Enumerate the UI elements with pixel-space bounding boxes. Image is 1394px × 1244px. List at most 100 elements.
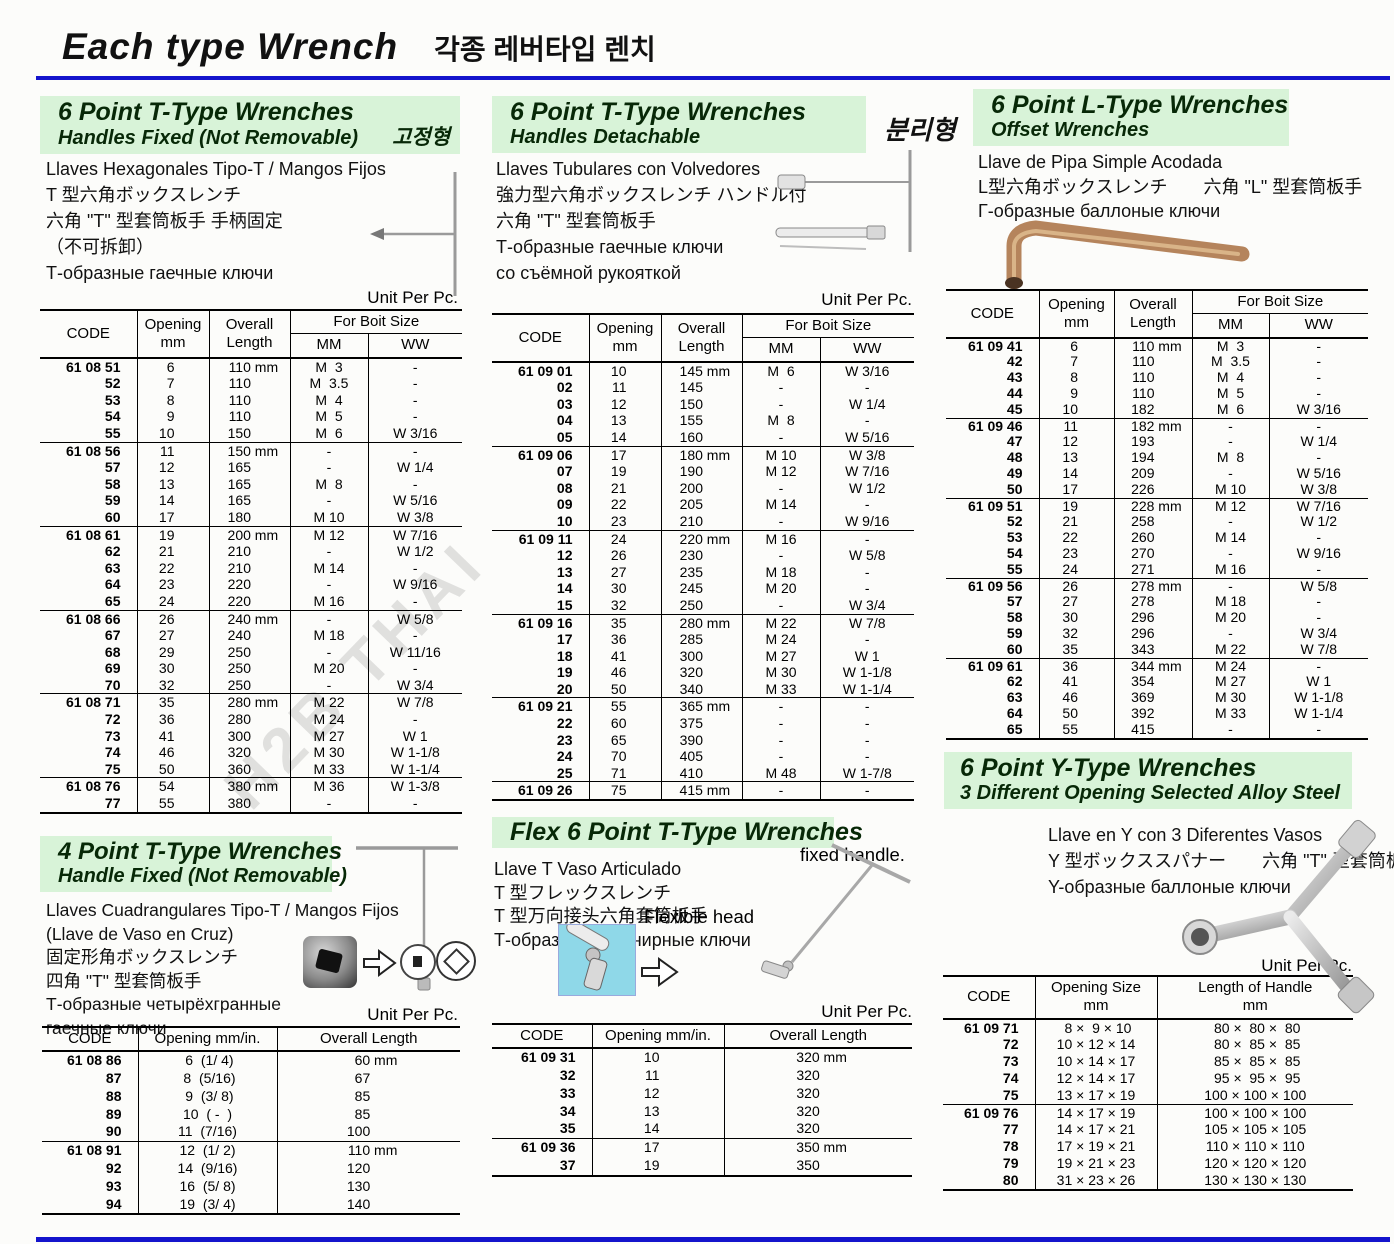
table-cell: 48 — [1006, 449, 1023, 466]
table-cell: 258 — [1113, 514, 1192, 531]
table-cell: 6 — [1038, 337, 1114, 355]
table-cell: 69 — [104, 660, 121, 677]
table-cell: 55 — [1038, 721, 1114, 739]
table-row: 68 29 250- W 11/16 — [40, 643, 462, 661]
table-cell: 13 — [591, 1102, 724, 1121]
table-cell: 57 — [1006, 593, 1023, 610]
table-cell: - — [1191, 545, 1269, 562]
col-header-code: CODE — [943, 976, 1035, 1020]
table-cell: 19 — [588, 463, 661, 480]
table-cell: 07 — [556, 463, 573, 480]
table-cell: M 24 — [1191, 657, 1269, 675]
table-cell: M 33 — [1191, 705, 1269, 722]
page-title-ko: 각종 레버타입 렌치 — [434, 34, 656, 65]
table-row: 61 09 11 24 220 mm M 16- — [492, 529, 914, 548]
table-cell: 17 — [1038, 481, 1114, 499]
table-cell: 10 — [588, 361, 661, 380]
text-line: T 型万向接头六角套筒板手 — [494, 906, 708, 926]
table-row: 44 9 110 M 5- — [946, 385, 1368, 402]
table-cell: 245 — [660, 580, 742, 597]
square-drive-icon — [413, 956, 422, 967]
table-cell: 110 × 110 × 110 — [1156, 1138, 1353, 1155]
table-cell: 61 09 56 — [946, 577, 1039, 595]
table-cell: 47 — [1006, 433, 1023, 450]
table-cell: W 1 — [367, 727, 462, 745]
table-row: 74 46 320 M 30 W 1-1/8 — [40, 744, 462, 761]
table-cell: 59 — [1006, 624, 1023, 641]
table-cell: 85 × 85 × 85 — [1156, 1053, 1353, 1070]
table-cell: 12 — [136, 459, 209, 476]
table-cell: - — [819, 715, 914, 732]
table-cell: M 30 — [289, 744, 368, 761]
col-header-length-line2: mm — [1242, 997, 1268, 1015]
table-cell: 75 — [588, 781, 661, 801]
table-cell: W 5/16 — [367, 492, 462, 509]
table-row: 37 19 350 — [492, 1157, 912, 1176]
table-cell: 80 × 80 × 80 — [1156, 1018, 1353, 1037]
text-line: Т-образные гаечные ключи — [46, 263, 274, 283]
table-cell: 61 09 51 — [946, 497, 1039, 515]
table-cell: 271 — [1113, 561, 1192, 579]
table-cell: 110 — [208, 408, 290, 425]
table-cell: 05 — [556, 428, 573, 445]
table-cell: 68 — [104, 643, 121, 660]
col-header-length-line1: Overall — [225, 315, 274, 333]
col-header-ww: WW — [367, 333, 462, 359]
description-t-detach: Llaves Tubulares con Volvedores 強力型六角ボックス… — [496, 156, 806, 286]
table-cell: 200 — [660, 479, 742, 497]
table-row: 53 8 110 M 4- — [40, 391, 462, 409]
table-flex: CODE Opening mm/in. Overall Length 61 09… — [492, 1023, 912, 1177]
table-cell: 369 — [1113, 689, 1192, 706]
table-cell: 190 — [660, 463, 742, 480]
table-cell: 63 — [1006, 689, 1023, 706]
section-heading-t-fixed: 6 Point T-Type Wrenches Handles Fixed (N… — [40, 96, 460, 155]
table-row: 25 71 410 M 48 W 1-7/8 — [492, 764, 914, 782]
t-wrench-4-point-illustration — [356, 846, 458, 991]
table-cell: 19 — [136, 525, 209, 544]
table-cell: 11 — [1038, 417, 1114, 435]
table-cell: 77 — [1002, 1121, 1019, 1138]
table-row: 65 24 220 M 16- — [40, 592, 462, 610]
table-cell: - — [819, 379, 914, 396]
table-cell: - — [1268, 529, 1368, 546]
col-header-code: CODE — [492, 314, 589, 363]
table-cell: 53 — [104, 391, 121, 408]
table-cell: - — [1191, 721, 1269, 739]
table-cell: - — [1268, 354, 1368, 371]
table-row: 33 12 320 — [492, 1084, 912, 1103]
table-cell: 405 — [660, 748, 742, 765]
table-cell: 10 ( - ) — [137, 1105, 277, 1124]
col-header-length-line1: Length of Handle — [1198, 979, 1313, 996]
table-row: 73 10 × 14 × 17 85 × 85 × 85 — [943, 1053, 1353, 1070]
table-cell: - — [1268, 417, 1368, 435]
table-cell: - — [1268, 337, 1368, 355]
table-cell: 50 — [588, 680, 661, 698]
table-cell: 59 — [104, 492, 121, 509]
table-row: 59 14 165- W 5/16 — [40, 492, 462, 509]
diamond-icon — [443, 948, 470, 975]
table-cell: 72 — [1002, 1036, 1019, 1053]
table-row: 49 14 209- W 5/16 — [946, 465, 1368, 482]
table-cell: 120 × 120 × 120 — [1156, 1154, 1353, 1172]
table-row: 88 9 (3/ 8) 85 — [42, 1087, 460, 1106]
table-cell: 350 mm — [723, 1138, 912, 1158]
table-cell: 10 — [1038, 401, 1114, 419]
table-cell: 35 — [559, 1120, 576, 1137]
table-cell: 210 — [208, 559, 290, 577]
table-cell: 26 — [136, 609, 209, 628]
table-cell: M 3 — [1191, 337, 1269, 355]
table-cell: 61 09 26 — [492, 781, 589, 801]
t-wrench-fixed-illustration — [370, 172, 457, 296]
table-row: 75 50 360 M 33 W 1-1/4 — [40, 760, 462, 778]
table-cell: 18 — [556, 647, 573, 664]
table-cell: 165 — [208, 475, 290, 493]
table-cell: - — [741, 547, 820, 564]
table-row: 62 21 210- W 1/2 — [40, 543, 462, 560]
table-cell: W 7/8 — [819, 613, 914, 632]
section-heading-y-type: 6 Point Y-Type Wrenches 3 Different Open… — [944, 752, 1352, 809]
table-cell: 45 — [1006, 400, 1023, 417]
table-row: 61 08 66 26 240 mm - W 5/8 — [40, 609, 462, 628]
col-header-opening: Opening mm — [136, 310, 209, 359]
table-row: 22 60 375- - — [492, 715, 914, 732]
table-cell: 296 — [1113, 625, 1192, 642]
